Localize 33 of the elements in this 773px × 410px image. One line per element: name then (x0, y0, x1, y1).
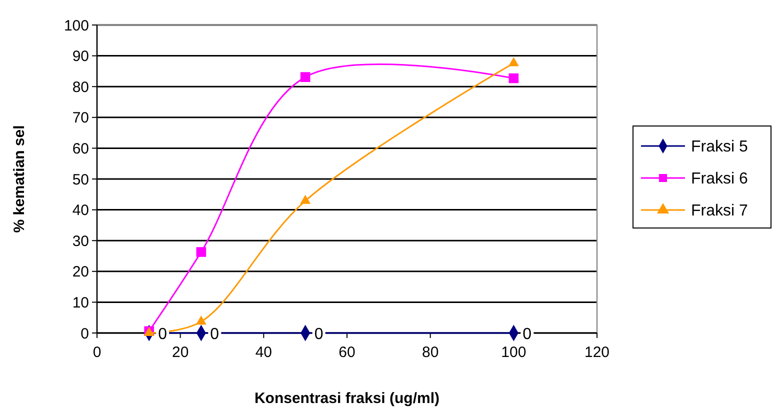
x-tick-label: 80 (422, 344, 439, 361)
x-tick-label: 0 (92, 344, 102, 361)
y-tick-label: 10 (72, 294, 89, 312)
legend-label: Fraksi 7 (691, 202, 748, 220)
x-tick-label: 60 (338, 344, 356, 361)
x-tick-label: 40 (255, 344, 272, 361)
data-label: 0 (210, 326, 220, 343)
data-label: 0 (314, 326, 324, 343)
y-tick-label: 60 (72, 140, 89, 158)
y-axis-title: % kematian sel (11, 125, 28, 233)
y-tick-label: 20 (72, 264, 89, 281)
y-tick-label: 70 (72, 110, 89, 127)
legend-label: Fraksi 5 (691, 138, 748, 156)
point (196, 316, 206, 325)
y-tick-label: 100 (64, 17, 89, 34)
x-tick-label: 120 (584, 344, 610, 361)
x-tick-label: 20 (172, 344, 189, 361)
y-tick-label: 0 (80, 325, 89, 342)
y-tick-label: 40 (72, 202, 89, 220)
point (508, 73, 519, 84)
data-label: 0 (158, 326, 168, 343)
legend-label: Fraksi 6 (691, 170, 748, 188)
point (196, 247, 206, 257)
y-tick-label: 80 (72, 78, 89, 96)
data-label: 0 (522, 326, 532, 343)
y-tick-label: 50 (72, 171, 89, 188)
y-tick-label: 30 (72, 232, 89, 250)
x-axis-title: Konsentrasi fraksi (ug/ml) (254, 390, 440, 407)
y-tick-label: 90 (72, 48, 89, 66)
point (300, 72, 310, 82)
point (300, 195, 310, 204)
x-tick-label: 100 (501, 344, 526, 361)
point (508, 58, 519, 66)
